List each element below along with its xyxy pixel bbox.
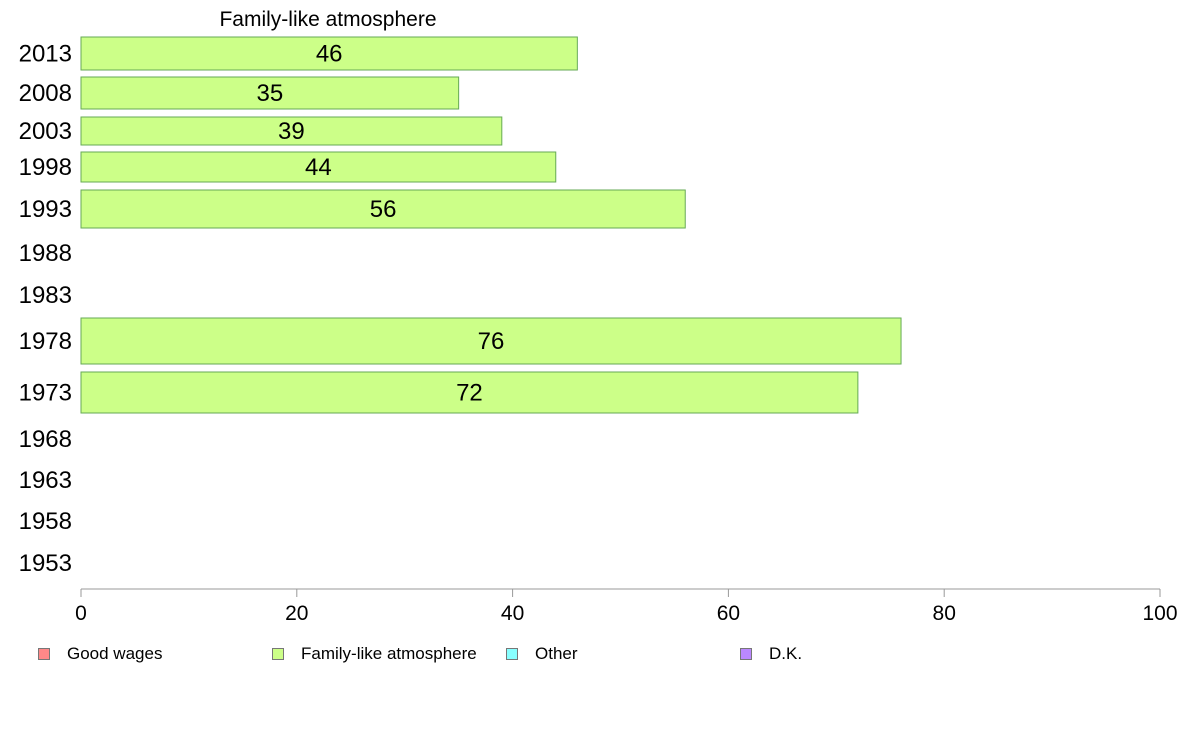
legend-swatch-good-wages xyxy=(38,648,50,660)
category-label: 1998 xyxy=(19,154,72,181)
data-label: 56 xyxy=(370,196,397,223)
category-labels: 2013 2008 2003 1998 1993 1988 1983 1978 1973 1968… xyxy=(19,41,72,578)
category-label: 1983 xyxy=(19,282,72,309)
legend-label-dk: D.K. xyxy=(769,644,803,663)
bar xyxy=(80,189,686,229)
legend-swatch-other xyxy=(506,648,518,660)
legend-label-other: Other xyxy=(535,644,578,663)
x-tick-label: 80 xyxy=(933,602,956,625)
x-tick-label: 20 xyxy=(285,602,308,625)
data-label: 35 xyxy=(256,80,283,107)
legend-item-other: Other xyxy=(506,640,578,668)
legend-item-good-wages: Good wages xyxy=(38,640,162,668)
bar xyxy=(80,317,902,365)
x-tick-label: 0 xyxy=(75,602,87,625)
chart-title: Family-like atmosphere xyxy=(219,8,436,31)
bar xyxy=(80,76,460,110)
bar xyxy=(80,36,578,71)
bar xyxy=(80,151,557,183)
legend-label-family-like-atmosphere: Family-like atmosphere xyxy=(301,644,477,663)
category-label: 1953 xyxy=(19,550,72,577)
x-tick-label: 40 xyxy=(501,602,524,625)
x-tick-label: 100 xyxy=(1142,602,1177,625)
bar xyxy=(80,371,859,414)
data-label: 76 xyxy=(478,328,505,355)
category-label: 2003 xyxy=(19,118,72,145)
legend-item-dk: D.K. xyxy=(740,640,802,668)
bars xyxy=(80,36,902,414)
x-axis: 0 20 40 60 80 100 xyxy=(75,588,1178,625)
category-label: 1988 xyxy=(19,240,72,267)
data-label: 39 xyxy=(278,118,305,145)
category-label: 2013 xyxy=(19,41,72,68)
category-label: 1958 xyxy=(19,508,72,535)
category-label: 1973 xyxy=(19,380,72,407)
x-tick-label: 60 xyxy=(717,602,740,625)
category-label: 2008 xyxy=(19,80,72,107)
category-label: 1978 xyxy=(19,328,72,355)
legend-label-good-wages: Good wages xyxy=(67,644,163,663)
bar xyxy=(80,116,503,146)
legend-swatch-family-like-atmosphere xyxy=(272,648,284,660)
data-label: 72 xyxy=(456,380,483,407)
data-label: 46 xyxy=(316,41,343,68)
legend-item-family-like-atmosphere: Family-like atmosphere xyxy=(272,640,477,668)
category-label: 1993 xyxy=(19,196,72,223)
category-label: 1963 xyxy=(19,467,72,494)
legend-swatch-dk xyxy=(740,648,752,660)
data-label: 44 xyxy=(305,154,332,181)
category-label: 1968 xyxy=(19,426,72,453)
legend: Good wages Family-like atmosphere Other … xyxy=(0,640,1188,668)
